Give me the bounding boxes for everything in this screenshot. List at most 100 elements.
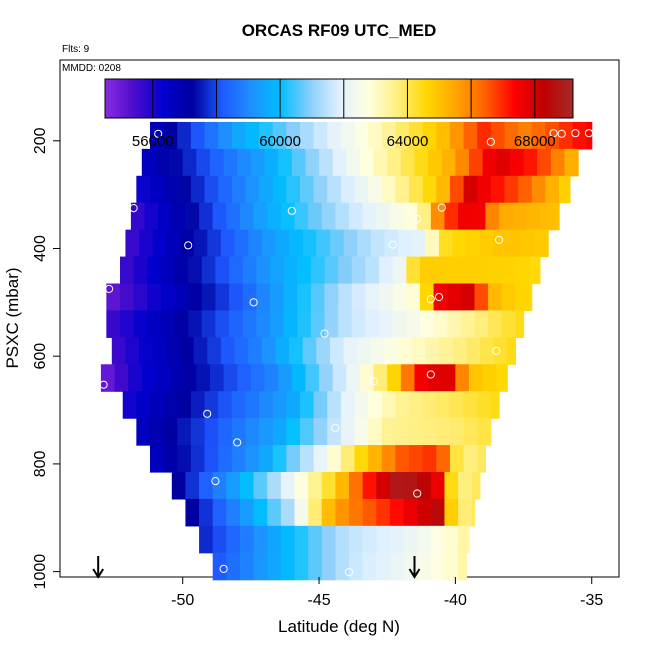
- heatmap-cell-row-8: [329, 337, 345, 365]
- heatmap-cell-row-5: [188, 256, 203, 285]
- heatmap-cell-row-15: [294, 525, 309, 554]
- heatmap-cell-row-14: [280, 498, 296, 527]
- heatmap-cell-row-0: [449, 121, 465, 150]
- heatmap-cell-row-11: [204, 418, 219, 446]
- heatmap-cell-row-11: [422, 418, 437, 446]
- heatmap-cell-row-2: [313, 175, 328, 204]
- heatmap-cell-row-9: [291, 364, 307, 392]
- x-axis-label: Latitude (deg N): [278, 617, 400, 636]
- heatmap-cell-row-1: [550, 148, 566, 177]
- heatmap-cell-row-9: [250, 364, 266, 392]
- heatmap-cell-row-16: [444, 552, 459, 581]
- heatmap-cell-row-4: [275, 229, 290, 258]
- heatmap-cell-row-14: [417, 498, 432, 527]
- heatmap-cell-row-1: [264, 148, 279, 177]
- heatmap-cell-row-15: [362, 525, 377, 554]
- x-tick-label: -45: [307, 592, 330, 609]
- heatmap-cell-row-8: [289, 337, 304, 365]
- heatmap-cell-row-12: [149, 445, 165, 473]
- heatmap-cell-row-3: [553, 202, 560, 231]
- heatmap-cell-row-12: [340, 445, 356, 473]
- heatmap-cell-row-2: [259, 175, 274, 204]
- heatmap-cell-row-14: [349, 498, 364, 527]
- heatmap-cell-row-5: [447, 256, 462, 285]
- heatmap-cell-row-2: [340, 175, 356, 204]
- heatmap-cell-row-9: [400, 364, 416, 392]
- sample-marker: [426, 295, 435, 304]
- y-tick-label: 800: [32, 450, 49, 477]
- heatmap-cell-row-0: [586, 121, 593, 150]
- heatmap-cell-row-3: [417, 202, 432, 231]
- heatmap-cell-row-3: [485, 202, 500, 231]
- heatmap-cell-row-15: [212, 525, 227, 554]
- heatmap-cell-row-1: [250, 148, 266, 177]
- sample-marker: [388, 240, 397, 249]
- heatmap-cell-row-6: [242, 283, 257, 312]
- heatmap-cell-row-4: [466, 229, 481, 258]
- heatmap-cell-row-4: [207, 229, 222, 258]
- heatmap-cell-row-0: [572, 121, 587, 150]
- heatmap-cell-row-11: [136, 418, 151, 446]
- heatmap-cell-row-15: [267, 525, 282, 554]
- heatmap-cell-row-13: [444, 471, 459, 500]
- heatmap-cell-row-16: [239, 552, 255, 581]
- heatmap-cell-row-0: [299, 121, 315, 150]
- heatmap-cell-row-15: [239, 525, 255, 554]
- heatmap-cell-row-6: [488, 283, 503, 312]
- heatmap-cell-row-14: [308, 498, 323, 527]
- heatmap-cell-row-8: [193, 337, 208, 365]
- heatmap-cell-row-2: [531, 175, 546, 204]
- heatmap-cell-row-1: [537, 148, 552, 177]
- heatmap-cell-row-10: [177, 391, 192, 419]
- heatmap-cell-row-10: [381, 391, 396, 419]
- heatmap-cell-row-11: [149, 418, 165, 446]
- heatmap-cell-row-0: [204, 121, 219, 150]
- heatmap-cell-row-0: [245, 121, 260, 150]
- heatmap-cell-row-7: [201, 310, 217, 338]
- sample-marker: [233, 438, 242, 447]
- heatmap-cell-row-8: [139, 337, 154, 365]
- heatmap-cell-row-9: [359, 364, 375, 392]
- heatmap-cell-row-11: [436, 418, 451, 446]
- heatmap-cell-row-16: [458, 552, 467, 581]
- heatmap-cell-row-13: [458, 471, 473, 500]
- heatmap-cell-row-7: [160, 310, 176, 338]
- mmdd-annotation: MMDD: 0208: [62, 63, 121, 74]
- heatmap-cell-row-3: [389, 202, 405, 231]
- heatmap-cell-row-10: [477, 391, 492, 419]
- heatmap-cell-row-4: [357, 229, 372, 258]
- heatmap-cell-row-12: [245, 445, 260, 473]
- heatmap-cell-row-0: [327, 121, 342, 150]
- heatmap-cell-row-7: [297, 310, 312, 338]
- heatmap-cell-row-9: [441, 364, 456, 392]
- heatmap-cell-row-2: [218, 175, 233, 204]
- heatmap-cell-row-5: [474, 256, 489, 285]
- heatmap-cell-row-2: [231, 175, 247, 204]
- heatmap-cell-row-2: [545, 175, 560, 204]
- heatmap-cell-row-6: [297, 283, 312, 312]
- heatmap-cell-row-7: [133, 310, 148, 338]
- heatmap-cell-row-12: [449, 445, 465, 473]
- heatmap-cell-row-10: [299, 391, 315, 419]
- heatmap-cell-row-6: [188, 283, 203, 312]
- heatmap-cell-row-2: [490, 175, 506, 204]
- heatmap-cell-row-16: [349, 552, 364, 581]
- heatmap-cell-row-2: [463, 175, 478, 204]
- heatmap-cell-row-12: [463, 445, 478, 473]
- heatmap-cell-row-10: [259, 391, 274, 419]
- heatmap-cell-row-4: [261, 229, 277, 258]
- heatmap-cell-row-8: [466, 337, 481, 365]
- heatmap-cell-row-0: [504, 121, 519, 150]
- heatmap-cell-row-15: [430, 525, 446, 554]
- heatmap-cell-row-0: [409, 121, 424, 150]
- heatmap-cell-row-2: [204, 175, 219, 204]
- heatmap-cell-row-10: [463, 391, 478, 419]
- flights-count: Flts: 9: [62, 44, 90, 55]
- heatmap-cell-row-12: [190, 445, 206, 473]
- heatmap-cell-row-1: [291, 148, 307, 177]
- heatmap-cell-row-10: [218, 391, 233, 419]
- heatmap-cell-row-16: [376, 552, 391, 581]
- heatmap-cell-row-1: [209, 148, 225, 177]
- heatmap-cell-row-5: [201, 256, 217, 285]
- heatmap-cell-row-13: [226, 471, 241, 500]
